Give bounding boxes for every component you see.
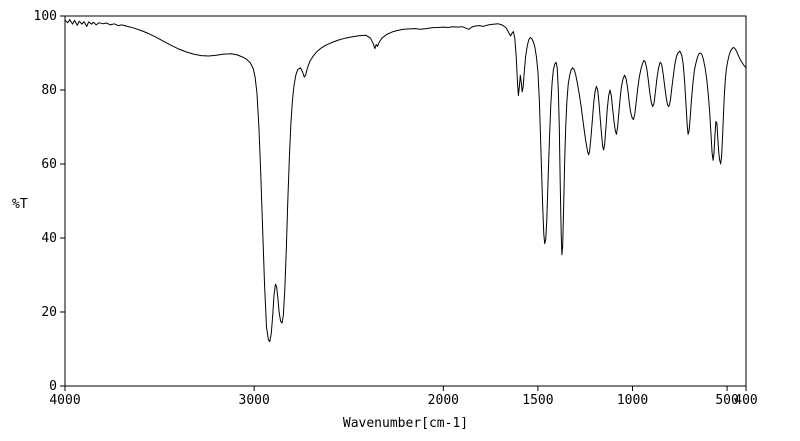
y-tick-label: 80 <box>41 83 57 98</box>
y-tick-label: 40 <box>41 231 57 246</box>
y-tick-label: 20 <box>41 305 57 320</box>
x-axis-title: Wavenumber[cm-1] <box>342 416 469 431</box>
plot-frame <box>64 15 747 387</box>
x-tick-label: 3000 <box>239 393 270 408</box>
x-tick-label: 2000 <box>428 393 459 408</box>
x-tick-label: 1500 <box>522 393 553 408</box>
spectrum-line <box>64 19 747 343</box>
x-tick-label: 4000 <box>49 393 80 408</box>
y-tick-label: 0 <box>49 379 57 394</box>
x-tick-label: 1000 <box>617 393 648 408</box>
y-axis-title: %T <box>12 197 28 212</box>
x-tick-label: 400 <box>734 393 757 408</box>
y-tick-label: 100 <box>34 9 57 24</box>
y-tick-label: 60 <box>41 157 57 172</box>
x-tick-label: 500 <box>715 393 738 408</box>
